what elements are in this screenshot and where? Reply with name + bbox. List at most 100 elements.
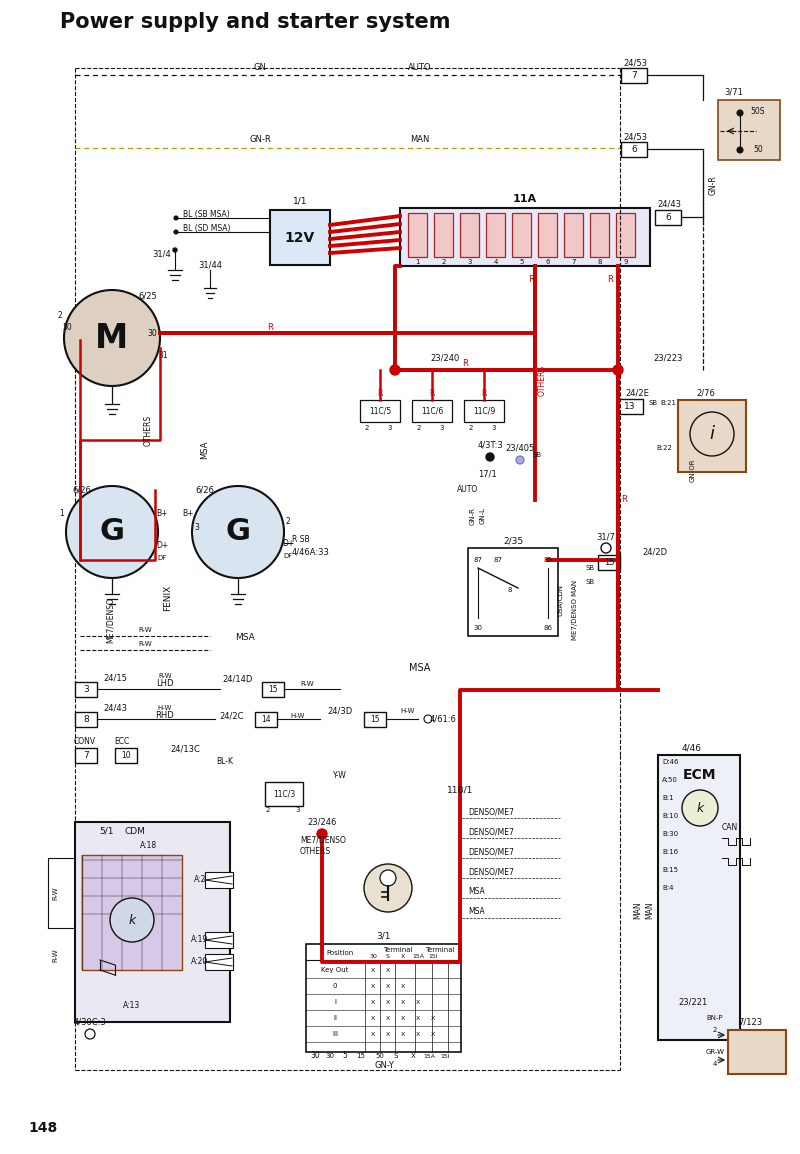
Text: X: X (416, 1032, 420, 1036)
Text: 2/35: 2/35 (503, 537, 523, 546)
Text: 6: 6 (631, 145, 637, 153)
Text: G: G (226, 517, 250, 547)
Text: B:21: B:21 (660, 400, 676, 406)
Text: 24/2E: 24/2E (625, 389, 649, 397)
Text: DENSO/ME7: DENSO/ME7 (468, 808, 514, 817)
Text: A:2: A:2 (194, 876, 206, 884)
Text: BL (SB MSA): BL (SB MSA) (183, 210, 230, 219)
Text: DENSO/ME7: DENSO/ME7 (468, 847, 514, 856)
Text: R: R (482, 389, 486, 397)
Text: RHD: RHD (156, 712, 174, 720)
Circle shape (737, 110, 743, 117)
Text: R-W: R-W (52, 949, 58, 961)
Text: MSA: MSA (468, 907, 485, 916)
Text: 23/246: 23/246 (307, 817, 337, 826)
Text: 5: 5 (342, 1051, 347, 1061)
Text: GR-W: GR-W (706, 1049, 725, 1055)
Text: R-W: R-W (138, 627, 152, 634)
Text: X: X (401, 1032, 405, 1036)
Text: X: X (410, 1052, 415, 1059)
Text: ME7/DENSO MAN: ME7/DENSO MAN (572, 580, 578, 640)
Text: MSA: MSA (410, 664, 430, 673)
Text: 3: 3 (296, 807, 300, 814)
Bar (408, 213, 427, 257)
Text: X: X (401, 983, 405, 989)
Text: 15A: 15A (423, 1054, 435, 1058)
Text: R: R (430, 389, 434, 397)
Bar (728, 1031, 786, 1074)
Bar (255, 712, 277, 727)
Circle shape (364, 864, 412, 912)
Text: 10: 10 (121, 751, 131, 760)
Text: 15: 15 (268, 685, 278, 694)
Text: 2: 2 (417, 425, 421, 430)
Text: 4/46: 4/46 (682, 743, 702, 752)
Bar (75, 712, 97, 727)
Text: 13: 13 (624, 402, 636, 411)
Text: B+: B+ (182, 510, 194, 518)
Bar (621, 142, 647, 157)
Text: LHD: LHD (156, 680, 174, 689)
Text: X: X (416, 999, 420, 1004)
Text: DF: DF (283, 553, 293, 559)
Text: H-W: H-W (400, 709, 414, 714)
Text: R-W: R-W (300, 681, 314, 687)
Text: 7: 7 (571, 258, 576, 265)
Text: R: R (621, 495, 627, 504)
Text: 30: 30 (147, 329, 157, 337)
Text: 2: 2 (266, 807, 270, 814)
Text: B:10: B:10 (662, 814, 678, 819)
Text: R-W: R-W (52, 886, 58, 900)
Text: 4/46A:33: 4/46A:33 (292, 547, 330, 556)
Text: GN-OR: GN-OR (690, 458, 696, 481)
Text: 24/43: 24/43 (657, 200, 681, 209)
Text: GN-L: GN-L (480, 508, 486, 525)
Text: M: M (95, 322, 129, 354)
Bar (512, 213, 531, 257)
Bar (75, 748, 97, 763)
Text: S: S (394, 1052, 398, 1059)
Text: AUTO: AUTO (408, 63, 432, 73)
Circle shape (173, 248, 177, 252)
Bar (617, 399, 643, 414)
Text: 4/30C:3: 4/30C:3 (74, 1018, 106, 1027)
Text: Power supply and starter system: Power supply and starter system (60, 12, 450, 32)
Bar (364, 712, 386, 727)
Circle shape (64, 290, 160, 385)
Text: X: X (386, 1032, 390, 1036)
Text: I: I (334, 999, 336, 1005)
Text: 87: 87 (494, 557, 502, 563)
Text: X: X (386, 999, 390, 1004)
Bar (270, 210, 330, 265)
Text: 2: 2 (286, 517, 290, 526)
Text: 31/7: 31/7 (597, 532, 615, 541)
Text: 0: 0 (333, 983, 338, 989)
Text: Y-W: Y-W (333, 771, 347, 779)
Text: 3: 3 (467, 258, 472, 265)
Text: 85: 85 (543, 557, 553, 563)
Text: 2: 2 (365, 425, 369, 430)
Text: 15: 15 (357, 1052, 366, 1059)
Text: 14: 14 (261, 715, 271, 724)
Text: X: X (431, 1016, 435, 1020)
Text: 2: 2 (442, 258, 446, 265)
Text: X: X (416, 1016, 420, 1020)
Text: 50S: 50S (750, 107, 766, 117)
Text: 24/43: 24/43 (103, 704, 127, 712)
Text: 3/1: 3/1 (377, 931, 391, 941)
Text: 15I: 15I (440, 1054, 450, 1058)
Text: 1/1: 1/1 (293, 196, 307, 205)
Bar (460, 213, 479, 257)
Circle shape (66, 486, 158, 578)
Text: R: R (528, 276, 534, 285)
Text: X: X (401, 1016, 405, 1020)
Text: R: R (378, 389, 382, 397)
Text: 5: 5 (519, 258, 524, 265)
Text: 15: 15 (370, 715, 380, 724)
Text: R: R (607, 276, 613, 285)
Text: 30: 30 (326, 1052, 334, 1059)
Text: 3: 3 (440, 425, 444, 430)
Text: R-W: R-W (138, 640, 152, 647)
Text: MSA: MSA (235, 634, 255, 643)
Text: USA/CDN: USA/CDN (557, 584, 563, 616)
